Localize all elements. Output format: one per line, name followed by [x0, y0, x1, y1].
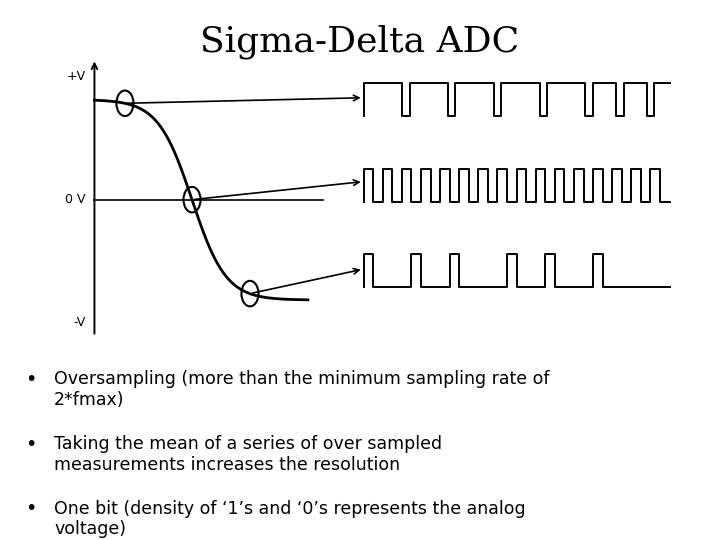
Text: Oversampling (more than the minimum sampling rate of
2*fmax): Oversampling (more than the minimum samp…	[54, 370, 549, 409]
Text: •: •	[25, 500, 37, 518]
Text: -V: -V	[73, 316, 85, 329]
Text: 0 V: 0 V	[65, 193, 85, 206]
Text: +V: +V	[66, 70, 85, 83]
Text: •: •	[25, 435, 37, 454]
Text: Taking the mean of a series of over sampled
measurements increases the resolutio: Taking the mean of a series of over samp…	[54, 435, 442, 474]
Text: •: •	[25, 370, 37, 389]
Text: One bit (density of ‘1’s and ‘0’s represents the analog
voltage): One bit (density of ‘1’s and ‘0’s repres…	[54, 500, 526, 538]
Text: Sigma-Delta ADC: Sigma-Delta ADC	[200, 24, 520, 59]
